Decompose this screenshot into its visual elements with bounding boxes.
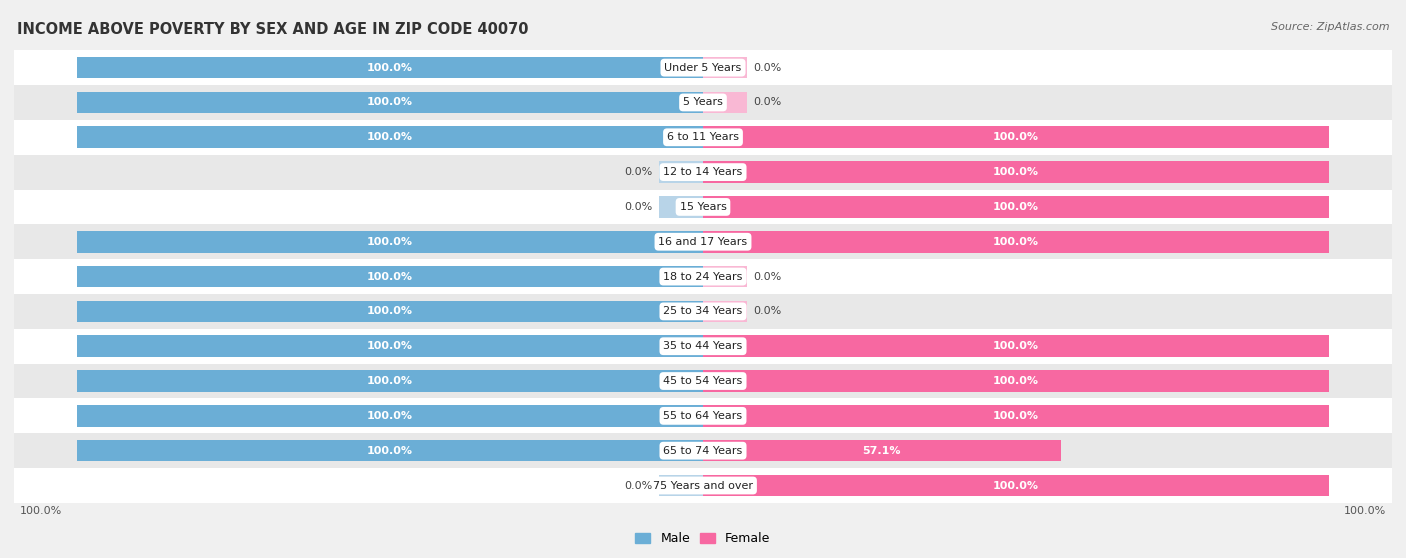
Text: 100.0%: 100.0%	[367, 376, 413, 386]
Text: 100.0%: 100.0%	[367, 446, 413, 456]
Bar	[77, 231, 703, 253]
Bar	[14, 398, 1392, 433]
Text: 100.0%: 100.0%	[993, 202, 1039, 212]
Bar	[14, 190, 1392, 224]
Text: INCOME ABOVE POVERTY BY SEX AND AGE IN ZIP CODE 40070: INCOME ABOVE POVERTY BY SEX AND AGE IN Z…	[17, 22, 529, 37]
Bar	[14, 155, 1392, 190]
Text: 100.0%: 100.0%	[993, 341, 1039, 351]
Bar	[703, 161, 1329, 183]
Text: 100.0%: 100.0%	[367, 98, 413, 108]
Text: 15 Years: 15 Years	[679, 202, 727, 212]
Text: 100.0%: 100.0%	[367, 411, 413, 421]
Text: 100.0%: 100.0%	[367, 272, 413, 282]
Text: 57.1%: 57.1%	[862, 446, 901, 456]
Text: 25 to 34 Years: 25 to 34 Years	[664, 306, 742, 316]
Text: 100.0%: 100.0%	[20, 506, 63, 516]
Bar	[703, 301, 747, 322]
Bar	[77, 371, 703, 392]
Bar	[659, 475, 703, 496]
Bar	[77, 440, 703, 461]
Text: 100.0%: 100.0%	[367, 237, 413, 247]
Text: 100.0%: 100.0%	[367, 341, 413, 351]
Text: 12 to 14 Years: 12 to 14 Years	[664, 167, 742, 177]
Bar	[703, 57, 747, 79]
Bar	[77, 335, 703, 357]
Legend: Male, Female: Male, Female	[630, 527, 776, 550]
Bar	[703, 127, 1329, 148]
Bar	[659, 161, 703, 183]
Bar	[77, 266, 703, 287]
Bar	[14, 364, 1392, 398]
Text: 75 Years and over: 75 Years and over	[652, 480, 754, 490]
Text: 100.0%: 100.0%	[993, 480, 1039, 490]
Bar	[703, 196, 1329, 218]
Text: 100.0%: 100.0%	[993, 411, 1039, 421]
Bar	[703, 92, 747, 113]
Text: 65 to 74 Years: 65 to 74 Years	[664, 446, 742, 456]
Text: 35 to 44 Years: 35 to 44 Years	[664, 341, 742, 351]
Text: 45 to 54 Years: 45 to 54 Years	[664, 376, 742, 386]
Bar	[14, 259, 1392, 294]
Bar	[703, 440, 1060, 461]
Text: 100.0%: 100.0%	[993, 237, 1039, 247]
Bar	[659, 196, 703, 218]
Text: 6 to 11 Years: 6 to 11 Years	[666, 132, 740, 142]
Bar	[14, 468, 1392, 503]
Text: 55 to 64 Years: 55 to 64 Years	[664, 411, 742, 421]
Text: 100.0%: 100.0%	[993, 167, 1039, 177]
Text: 0.0%: 0.0%	[624, 167, 652, 177]
Text: 0.0%: 0.0%	[624, 202, 652, 212]
Text: 18 to 24 Years: 18 to 24 Years	[664, 272, 742, 282]
Bar	[703, 405, 1329, 427]
Bar	[703, 371, 1329, 392]
Text: 0.0%: 0.0%	[754, 62, 782, 73]
Bar	[703, 335, 1329, 357]
Bar	[703, 231, 1329, 253]
Bar	[14, 329, 1392, 364]
Text: 0.0%: 0.0%	[624, 480, 652, 490]
Text: 100.0%: 100.0%	[1343, 506, 1386, 516]
Bar	[14, 50, 1392, 85]
Bar	[703, 266, 747, 287]
Bar	[14, 433, 1392, 468]
Text: 100.0%: 100.0%	[993, 132, 1039, 142]
Bar	[77, 57, 703, 79]
Bar	[703, 475, 1329, 496]
Bar	[77, 127, 703, 148]
Text: Under 5 Years: Under 5 Years	[665, 62, 741, 73]
Text: 0.0%: 0.0%	[754, 272, 782, 282]
Text: Source: ZipAtlas.com: Source: ZipAtlas.com	[1271, 22, 1389, 32]
Bar	[14, 294, 1392, 329]
Text: 100.0%: 100.0%	[367, 306, 413, 316]
Text: 0.0%: 0.0%	[754, 306, 782, 316]
Text: 5 Years: 5 Years	[683, 98, 723, 108]
Bar	[14, 85, 1392, 120]
Text: 100.0%: 100.0%	[367, 62, 413, 73]
Bar	[77, 405, 703, 427]
Text: 0.0%: 0.0%	[754, 98, 782, 108]
Text: 100.0%: 100.0%	[367, 132, 413, 142]
Bar	[14, 224, 1392, 259]
Bar	[77, 301, 703, 322]
Text: 100.0%: 100.0%	[993, 376, 1039, 386]
Bar	[14, 120, 1392, 155]
Bar	[77, 92, 703, 113]
Text: 16 and 17 Years: 16 and 17 Years	[658, 237, 748, 247]
